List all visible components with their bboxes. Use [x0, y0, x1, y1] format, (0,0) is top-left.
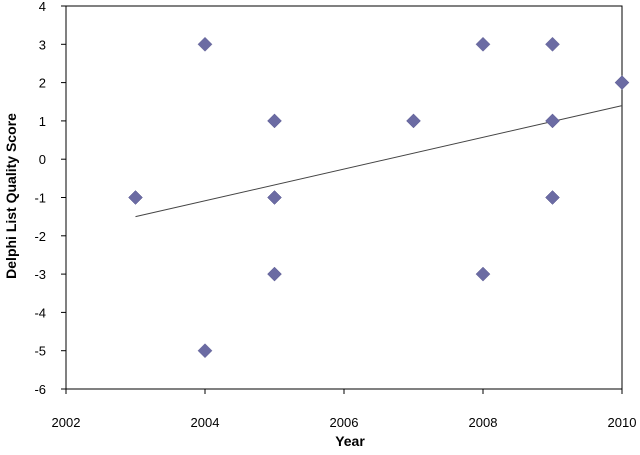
y-tick-label: -6 [34, 382, 46, 397]
trendline [135, 105, 623, 218]
y-tick-label: 2 [39, 76, 46, 91]
x-tick-label: 2004 [191, 415, 220, 430]
x-tick-label: 2002 [52, 415, 81, 430]
y-tick-label: -5 [34, 344, 46, 359]
plot-area-frame [65, 5, 623, 390]
x-tick-label: 2006 [330, 415, 359, 430]
y-tick-label: 4 [39, 0, 46, 14]
data-point-marker [545, 113, 560, 129]
data-point-marker [545, 190, 560, 205]
y-tick-label: -4 [34, 305, 46, 320]
y-tick-label: -3 [34, 267, 46, 282]
data-point-marker [197, 36, 213, 52]
data-point-marker [267, 113, 282, 129]
y-tick-label: 0 [39, 152, 46, 167]
y-tick-label: 1 [39, 114, 46, 129]
data-point-marker [475, 36, 491, 52]
x-tick-label: 2010 [608, 415, 637, 430]
y-axis-title: Delphi List Quality Score [3, 113, 19, 279]
data-point-marker [128, 190, 143, 205]
x-axis-title: Year [335, 433, 365, 449]
data-point-marker [406, 113, 421, 129]
data-point-marker [267, 266, 282, 282]
data-point-marker [475, 266, 491, 282]
y-tick-label: 3 [39, 37, 46, 52]
data-point-marker [545, 36, 560, 52]
x-tick-label: 2008 [469, 415, 498, 430]
y-tick-label: -1 [34, 191, 46, 206]
data-point-marker [267, 190, 282, 205]
y-tick-label: -2 [34, 229, 46, 244]
data-point-marker [614, 75, 630, 90]
data-point-marker [197, 343, 213, 359]
